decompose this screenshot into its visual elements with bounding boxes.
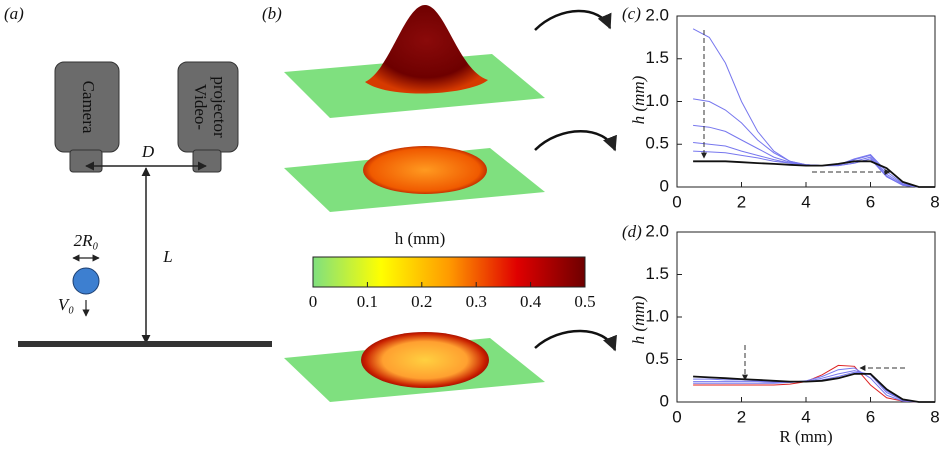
surface-flat (363, 146, 487, 194)
y-axis-label: h (mm) (629, 295, 648, 344)
y-tick-label: 1.0 (645, 306, 669, 325)
x-tick-label: 8 (930, 192, 939, 211)
data-line (693, 29, 935, 187)
setup-diagram: Camera Video- projector D L 2R₀ V₀ (18, 62, 272, 347)
x-tick-label: 4 (801, 192, 810, 211)
x-tick-label: 6 (866, 192, 875, 211)
surface-ring (361, 332, 489, 388)
y-tick-label: 2.0 (645, 221, 669, 240)
colorbar-tick-label: 0.3 (466, 292, 487, 311)
data-line (693, 99, 935, 187)
y-tick-label: 0 (660, 391, 669, 410)
figure: (a) (b) (c) (d) Camera Video- projector … (0, 0, 944, 449)
panel-label: (a) (4, 4, 24, 23)
panel-label: (d) (622, 222, 642, 241)
plot-frame (677, 232, 935, 402)
projector-label: Video- (191, 84, 210, 131)
colorbar-tick-label: 0.2 (411, 292, 432, 311)
drop (73, 268, 99, 294)
colorbar-fill (313, 257, 585, 287)
colorbar-tick-label: 0.1 (357, 292, 378, 311)
height-label: L (162, 247, 172, 266)
x-tick-label: 4 (801, 407, 810, 426)
link-arrow (535, 131, 615, 150)
link-arrow (535, 331, 615, 350)
x-tick-label: 6 (866, 407, 875, 426)
substrate (18, 341, 272, 347)
camera-lens (70, 150, 102, 172)
panel-label: (b) (262, 4, 282, 23)
y-tick-label: 0 (660, 176, 669, 195)
projector-label: projector (210, 76, 229, 138)
colorbar-tick-label: 0 (309, 292, 318, 311)
x-tick-label: 0 (672, 407, 681, 426)
colorbar-tick-label: 0.4 (520, 292, 542, 311)
y-tick-label: 0.5 (645, 134, 669, 153)
diameter-label: 2R₀ (74, 231, 99, 250)
colorbar-tick-label: 0.5 (574, 292, 595, 311)
y-tick-label: 1.0 (645, 91, 669, 110)
distance-label: D (141, 142, 155, 161)
x-tick-label: 2 (737, 407, 746, 426)
y-tick-label: 2.0 (645, 5, 669, 24)
colorbar: h (mm) 0 0.1 0.2 0.3 0.4 0.5 (309, 229, 596, 311)
surfaces (284, 5, 615, 402)
camera-label: Camera (79, 81, 98, 134)
y-axis-label: h (mm) (629, 75, 648, 124)
y-tick-label: 0.5 (645, 349, 669, 368)
x-tick-label: 8 (930, 407, 939, 426)
projector-lens (193, 150, 221, 172)
x-axis-label: R (mm) (779, 427, 832, 446)
velocity-label: V₀ (58, 295, 74, 314)
y-tick-label: 1.5 (645, 264, 669, 283)
x-tick-label: 2 (737, 192, 746, 211)
link-arrow (535, 11, 610, 30)
y-tick-label: 1.5 (645, 48, 669, 67)
colorbar-label: h (mm) (395, 229, 446, 248)
x-tick-label: 0 (672, 192, 681, 211)
surface-peak (365, 5, 488, 94)
panel-label: (c) (622, 4, 641, 23)
